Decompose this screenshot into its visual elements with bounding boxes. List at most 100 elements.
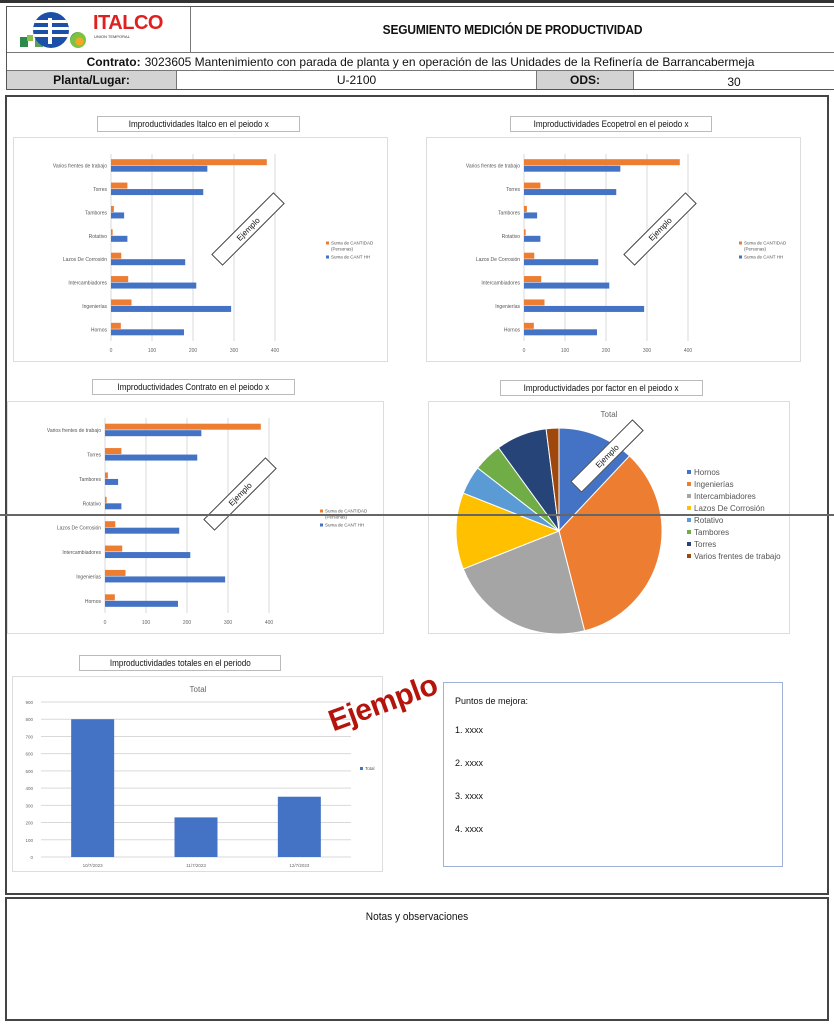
contract-row: Contrato: 3023605 Mantenimiento con para… [7, 53, 834, 71]
svg-text:300: 300 [643, 348, 652, 354]
svg-text:Hornos: Hornos [85, 599, 102, 605]
svg-text:0: 0 [523, 348, 526, 354]
svg-text:Torres: Torres [93, 187, 107, 193]
chart-factor: Total Hornos Ingenierías Intercambiadores La… [428, 401, 790, 635]
svg-text:100: 100 [148, 348, 157, 354]
svg-text:300: 300 [25, 803, 33, 808]
svg-text:Tambores: Tambores [498, 210, 520, 216]
svg-text:12/7/2023: 12/7/2023 [289, 863, 310, 868]
improvement-item: 3. xxxx [455, 791, 484, 801]
svg-text:Ingenierías: Ingenierías [495, 304, 520, 310]
svg-text:100: 100 [561, 348, 570, 354]
svg-text:Rotativo: Rotativo [694, 516, 724, 525]
chart-contrato: 0 100 200 300 400 Varios frentes de trabajo To… [7, 401, 384, 634]
svg-text:(Personas): (Personas) [331, 247, 354, 252]
improvement-item: 2. xxxx [455, 758, 484, 768]
svg-text:300: 300 [224, 620, 233, 626]
svg-text:Torres: Torres [87, 453, 101, 459]
chart-title-ecopetrol: Improductividades Ecopetrol en el peiodo… [510, 116, 712, 132]
svg-text:Intercambiadores: Intercambiadores [694, 492, 756, 501]
logo-subtitle: UNION TEMPORAL [94, 34, 130, 39]
company-logo: ITALCO UNION TEMPORAL [7, 7, 191, 52]
header-row-title: ITALCO UNION TEMPORAL SEGUMIENTO MEDICIÓ… [7, 7, 834, 53]
svg-text:800: 800 [25, 717, 33, 722]
svg-text:Varios frentes de trabajo: Varios frentes de trabajo [47, 428, 101, 434]
ods-value: 30 [727, 75, 741, 89]
svg-text:Varios frentes de trabajo: Varios frentes de trabajo [466, 164, 520, 170]
svg-text:Total: Total [365, 766, 375, 771]
svg-text:Varios frentes de trabajo: Varios frentes de trabajo [694, 552, 781, 561]
notes-title: Notas y observaciones [365, 911, 469, 923]
svg-text:Tambores: Tambores [79, 477, 101, 483]
charts-section [5, 95, 829, 895]
svg-text:100: 100 [142, 620, 151, 626]
svg-text:900: 900 [25, 700, 33, 705]
svg-text:700: 700 [25, 734, 33, 739]
svg-text:Rotativo: Rotativo [89, 234, 108, 240]
svg-text:Suma de CANT HH: Suma de CANT HH [331, 255, 370, 260]
logo-globe-icon [33, 12, 69, 48]
svg-text:Varios frentes de trabajo: Varios frentes de trabajo [53, 164, 107, 170]
svg-text:Suma de CANT HH: Suma de CANT HH [744, 255, 783, 260]
chart-title-italco: Improductividades Italco en el peiodo x [97, 116, 300, 132]
chart-title-factor: Improductividades por factor en el peiod… [500, 380, 703, 396]
planta-label: Planta/Lugar: [7, 71, 177, 89]
svg-text:400: 400 [265, 620, 274, 626]
page-title: SEGUMIENTO MEDICIÓN DE PRODUCTIVIDAD [382, 22, 643, 37]
chart-ecopetrol: 0 100 200 300 400 Varios frentes de trabajo To… [426, 137, 801, 362]
svg-text:300: 300 [230, 348, 239, 354]
svg-text:100: 100 [25, 838, 33, 843]
scan-seam-divider [0, 514, 834, 516]
svg-text:Total: Total [601, 410, 618, 419]
svg-text:Intercambiadores: Intercambiadores [68, 281, 107, 287]
contract-label: Contrato: [86, 54, 141, 69]
top-rule [0, 0, 834, 3]
logo-square-icon [20, 37, 28, 47]
svg-text:Total: Total [190, 685, 207, 694]
svg-text:200: 200 [602, 348, 611, 354]
svg-text:400: 400 [25, 786, 33, 791]
svg-text:Hornos: Hornos [91, 327, 108, 333]
svg-text:(Personas): (Personas) [325, 515, 348, 520]
svg-text:Suma de CANTIDAD: Suma de CANTIDAD [744, 241, 787, 246]
contract-value: 3023605 Mantenimiento con parada de plan… [144, 54, 755, 69]
planta-value: U-2100 [177, 71, 537, 89]
chart-totales: Total 0 100 200 300 400 500 600 700 800 900 10/7/20… [12, 676, 383, 872]
svg-text:Tambores: Tambores [85, 210, 107, 216]
svg-text:Ingenierías: Ingenierías [82, 304, 107, 310]
svg-text:Suma de CANTIDAD: Suma de CANTIDAD [331, 241, 374, 246]
ods-label: ODS: [537, 71, 634, 89]
planta-row: Planta/Lugar: U-2100 ODS: 30 [7, 71, 834, 89]
svg-text:Lazos De Corrosión: Lazos De Corrosión [476, 257, 520, 263]
svg-text:10/7/2023: 10/7/2023 [83, 863, 104, 868]
svg-text:200: 200 [25, 821, 33, 826]
improvement-points-box: Puntos de mejora: 1. xxxx 2. xxxx 3. xxx… [443, 682, 783, 867]
svg-text:Hornos: Hornos [504, 327, 521, 333]
svg-text:0: 0 [30, 855, 33, 860]
svg-text:Intercambiadores: Intercambiadores [62, 550, 101, 556]
svg-text:Lazos De Corrosión: Lazos De Corrosión [694, 504, 765, 513]
chart-italco: 0 100 200 300 400 Varios frentes de trabajo To… [13, 137, 388, 362]
chart-title-contrato: Improductividades Contrato en el peiodo … [92, 379, 295, 395]
svg-text:Lazos De Corrosión: Lazos De Corrosión [63, 257, 107, 263]
improvement-item: 1. xxxx [455, 725, 484, 735]
svg-text:200: 200 [183, 620, 192, 626]
svg-text:200: 200 [189, 348, 198, 354]
svg-text:Lazos De Corrosión: Lazos De Corrosión [57, 526, 101, 532]
improvement-item: 4. xxxx [455, 824, 484, 834]
svg-text:500: 500 [25, 769, 33, 774]
svg-text:Intercambiadores: Intercambiadores [481, 281, 520, 287]
svg-text:Tambores: Tambores [694, 528, 729, 537]
logo-square-icon [27, 35, 33, 41]
svg-text:Rotativo: Rotativo [502, 234, 521, 240]
logo-text: ITALCO [93, 12, 163, 34]
svg-text:0: 0 [110, 348, 113, 354]
svg-text:0: 0 [104, 620, 107, 626]
logo-flame-icon [70, 32, 86, 48]
svg-text:Suma de CANT HH: Suma de CANT HH [325, 523, 364, 528]
improvement-points-title: Puntos de mejora: [455, 696, 529, 706]
svg-text:Suma de CANTIDAD: Suma de CANTIDAD [325, 509, 368, 514]
svg-text:400: 400 [271, 348, 280, 354]
header-table: ITALCO UNION TEMPORAL SEGUMIENTO MEDICIÓ… [6, 6, 834, 90]
svg-text:Ingenierías: Ingenierías [694, 480, 734, 489]
